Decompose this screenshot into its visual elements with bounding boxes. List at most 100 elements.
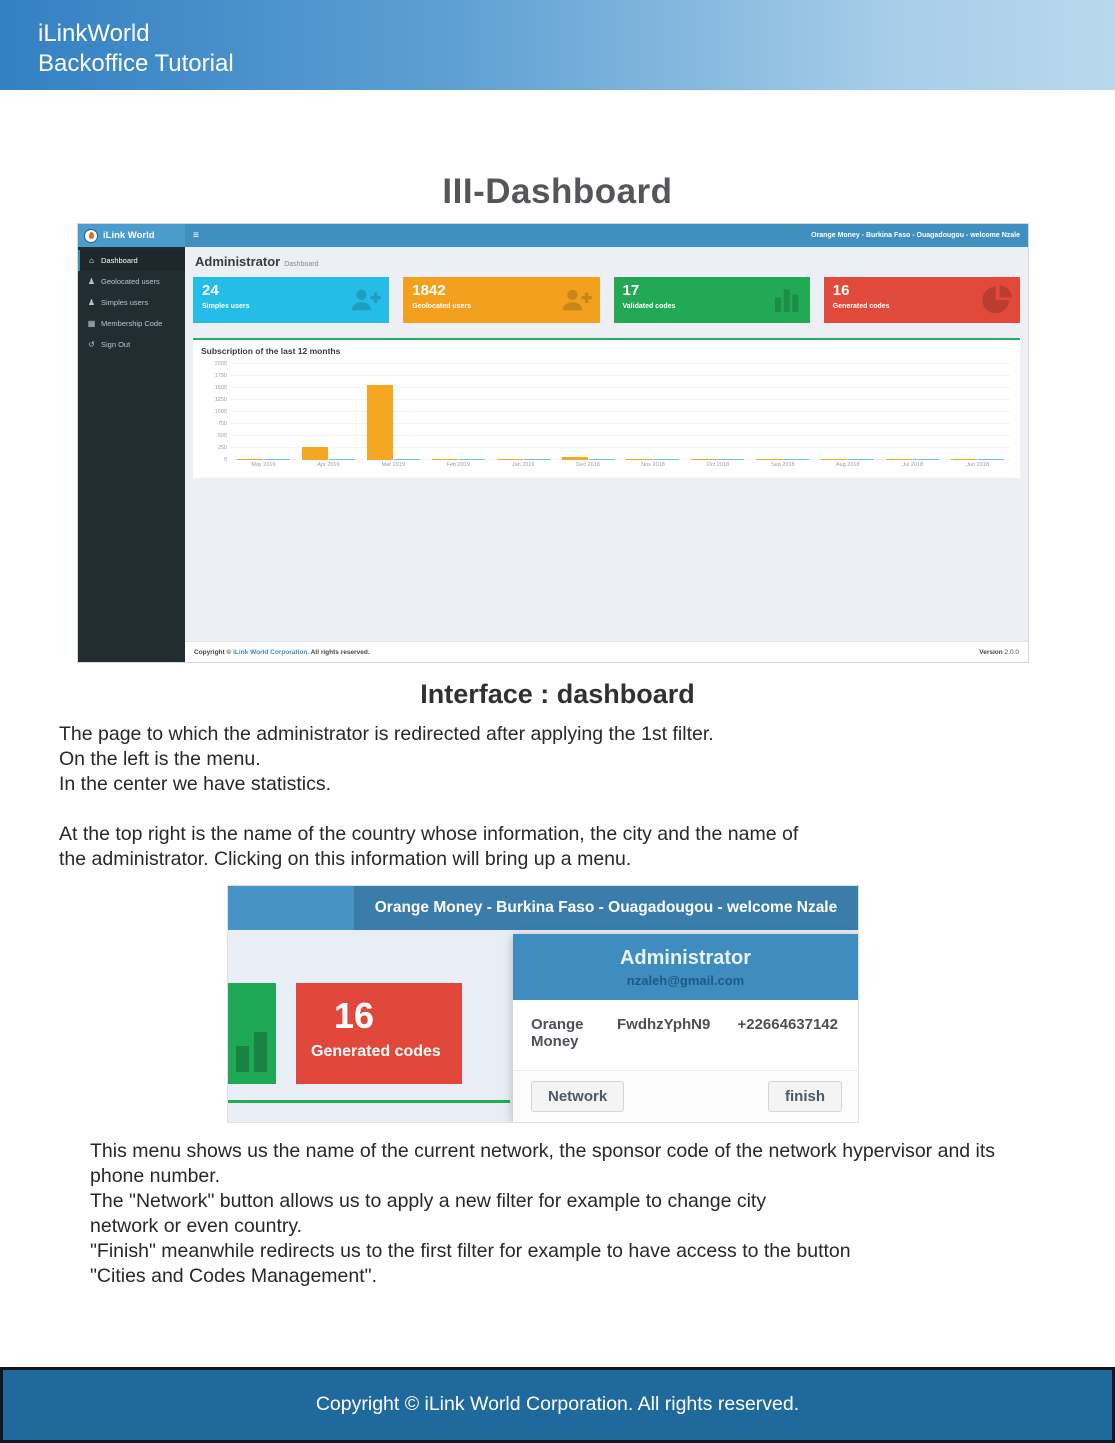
header-banner: iLinkWorld Backoffice Tutorial xyxy=(0,0,1115,90)
paragraph-2: This menu shows us the name of the curre… xyxy=(90,1139,995,1289)
stat-value: 17 xyxy=(622,282,640,299)
dropdown-header: Administrator nzaleh@gmail.com xyxy=(513,934,858,1000)
chart-gridline xyxy=(231,435,1010,436)
table-icon: ▦ xyxy=(87,319,96,328)
text-line: In the center we have statistics. xyxy=(59,773,332,795)
text-line: At the top right is the name of the coun… xyxy=(59,823,799,845)
y-axis-tick: 1000 xyxy=(214,409,227,415)
stat-cards-row: 24 Simples users 1842 Geolocated users 17 Val… xyxy=(193,277,1020,323)
x-axis-label: Mar 2019 xyxy=(381,462,405,468)
bar-subscriptions-blue xyxy=(913,459,940,460)
corporation-link[interactable]: iLink World Corporation. xyxy=(233,648,310,656)
stat-card-geolocated-users[interactable]: 1842 Geolocated users xyxy=(403,277,600,323)
sidebar-item-label: Geolocated users xyxy=(101,277,160,286)
y-axis-tick: 1250 xyxy=(214,397,227,403)
user-dropdown-menu: Administrator nzaleh@gmail.com Orange Mo… xyxy=(513,934,858,1122)
navbar-left-segment xyxy=(228,886,354,930)
y-axis-tick: 0 xyxy=(223,457,227,463)
version-text: Version 2.0.0 xyxy=(979,649,1019,656)
stat-label: Simples users xyxy=(202,303,250,310)
sidebar-item-label: Dashboard xyxy=(101,256,138,265)
finish-button[interactable]: finish xyxy=(768,1081,842,1112)
sidebar-item-label: Simples users xyxy=(101,298,149,307)
y-axis-tick: 1500 xyxy=(214,385,227,391)
bar-subscriptions-orange xyxy=(301,447,328,460)
dashboard-screenshot: iLink World ≡ Orange Money - Burkina Fas… xyxy=(78,224,1028,662)
bar-subscriptions-blue xyxy=(848,459,875,460)
bar-group-jun-2018 xyxy=(945,459,1010,460)
chart-gridline xyxy=(231,387,1010,388)
bar-subscriptions-orange xyxy=(886,459,913,460)
bar-group-oct-2018 xyxy=(685,459,750,460)
stat-value: 16 xyxy=(832,282,850,299)
y-axis-tick: 500 xyxy=(217,433,227,439)
chart-gridline xyxy=(231,459,1010,460)
stat-card-generated-codes[interactable]: 16 Generated codes xyxy=(823,277,1020,323)
text-line: the administrator. Clicking on this info… xyxy=(59,848,632,870)
hamburger-icon[interactable]: ≡ xyxy=(193,229,199,241)
copyright-suffix: All rights reserved. xyxy=(309,648,370,656)
text-line: "Cities and Codes Management". xyxy=(90,1265,377,1287)
x-axis-label: Apr 2019 xyxy=(317,462,340,468)
bar-subscriptions-orange xyxy=(561,457,588,460)
navbar-logo[interactable]: iLink World xyxy=(78,224,185,247)
dashboard-main: Administrator Dashboard 24 Simples users 18… xyxy=(185,247,1028,662)
chart-gridline xyxy=(231,447,1010,448)
bar-subscriptions-blue xyxy=(588,459,615,460)
users-icon: ♟ xyxy=(87,277,96,286)
chart-bars xyxy=(231,364,1010,460)
chart-gridline xyxy=(231,423,1010,424)
bar-subscriptions-blue xyxy=(978,459,1005,460)
copyright-text: Copyright © iLink World Corporation. All… xyxy=(194,649,370,656)
x-axis-label: Nov 2018 xyxy=(641,462,665,468)
text-line: network or even country. xyxy=(90,1215,303,1237)
stat-value: 24 xyxy=(202,282,219,299)
bar-subscriptions-orange xyxy=(691,459,718,460)
stat-label: Validated codes xyxy=(622,303,676,310)
sidebar-item-label: Membership Code xyxy=(101,319,163,328)
stat-value: 1842 xyxy=(412,282,446,299)
sidebar-menu: ⌂ Dashboard ♟ Geolocated users ♟ Simples user… xyxy=(78,247,185,662)
text-line: The "Network" button allows us to apply … xyxy=(90,1190,767,1212)
page-subtitle: Dashboard xyxy=(284,261,319,268)
navbar-user-info[interactable]: Orange Money - Burkina Faso - Ouagadougo… xyxy=(374,899,838,916)
stat-label: Geolocated users xyxy=(412,303,471,310)
bar-group-mar-2019 xyxy=(361,385,426,460)
sidebar-item-dashboard[interactable]: ⌂ Dashboard xyxy=(78,250,185,271)
sidebar-item-simples-users[interactable]: ♟ Simples users xyxy=(78,292,185,313)
chart-gridline xyxy=(231,399,1010,400)
x-axis-label: Feb 2019 xyxy=(446,462,470,468)
power-icon: ↺ xyxy=(88,340,95,349)
dashboard-footer: Copyright © iLink World Corporation. All… xyxy=(185,641,1028,662)
bar-group-sep-2018 xyxy=(750,459,815,460)
chart-gridline xyxy=(231,375,1010,376)
paragraph-1: The page to which the administrator is r… xyxy=(59,722,798,872)
stat-card-simples-users[interactable]: 24 Simples users xyxy=(193,277,390,323)
navbar-user-info[interactable]: Orange Money - Burkina Faso - Ouagadougo… xyxy=(811,232,1020,239)
dropdown-screenshot: Orange Money - Burkina Faso - Ouagadougo… xyxy=(228,886,858,1122)
stat-card-validated-codes[interactable]: 17 Validated codes xyxy=(613,277,810,323)
page-footer: Copyright © iLink World Corporation. All… xyxy=(0,1367,1115,1443)
x-axis-label: Aug 2018 xyxy=(835,462,860,468)
sidebar-item-geolocated-users[interactable]: ♟ Geolocated users xyxy=(78,271,185,292)
x-axis-label: Jan 2019 xyxy=(511,462,535,468)
bar-subscriptions-orange xyxy=(366,385,393,460)
section-title: III-Dashboard xyxy=(442,172,673,211)
bar-subscriptions-blue xyxy=(783,459,810,460)
dropdown-navbar: Orange Money - Burkina Faso - Ouagadougo… xyxy=(228,886,858,930)
x-axis-label: Jul 2018 xyxy=(902,462,924,468)
bar-chart: 0 250 500 750 1000 1250 1500 1750 2000 xyxy=(215,361,1010,463)
bar-subscriptions-orange xyxy=(626,459,653,460)
brand-name: iLink World xyxy=(103,230,155,241)
version-value: 2.0.0 xyxy=(1004,648,1019,656)
banner-subtitle: Backoffice Tutorial xyxy=(38,50,234,77)
text-line xyxy=(59,797,798,822)
bar-chart-icon xyxy=(254,1032,267,1072)
network-button[interactable]: Network xyxy=(531,1081,625,1112)
sidebar-item-membership-code[interactable]: ▦ Membership Code xyxy=(78,313,185,334)
sponsor-code: FwdhzYphN9 xyxy=(617,1016,711,1033)
interface-subtitle: Interface : dashboard xyxy=(420,679,695,709)
sidebar-item-sign-out[interactable]: ↺ Sign Out xyxy=(78,334,185,355)
bar-group-aug-2018 xyxy=(815,459,880,460)
dropdown-title: Administrator xyxy=(619,947,752,969)
